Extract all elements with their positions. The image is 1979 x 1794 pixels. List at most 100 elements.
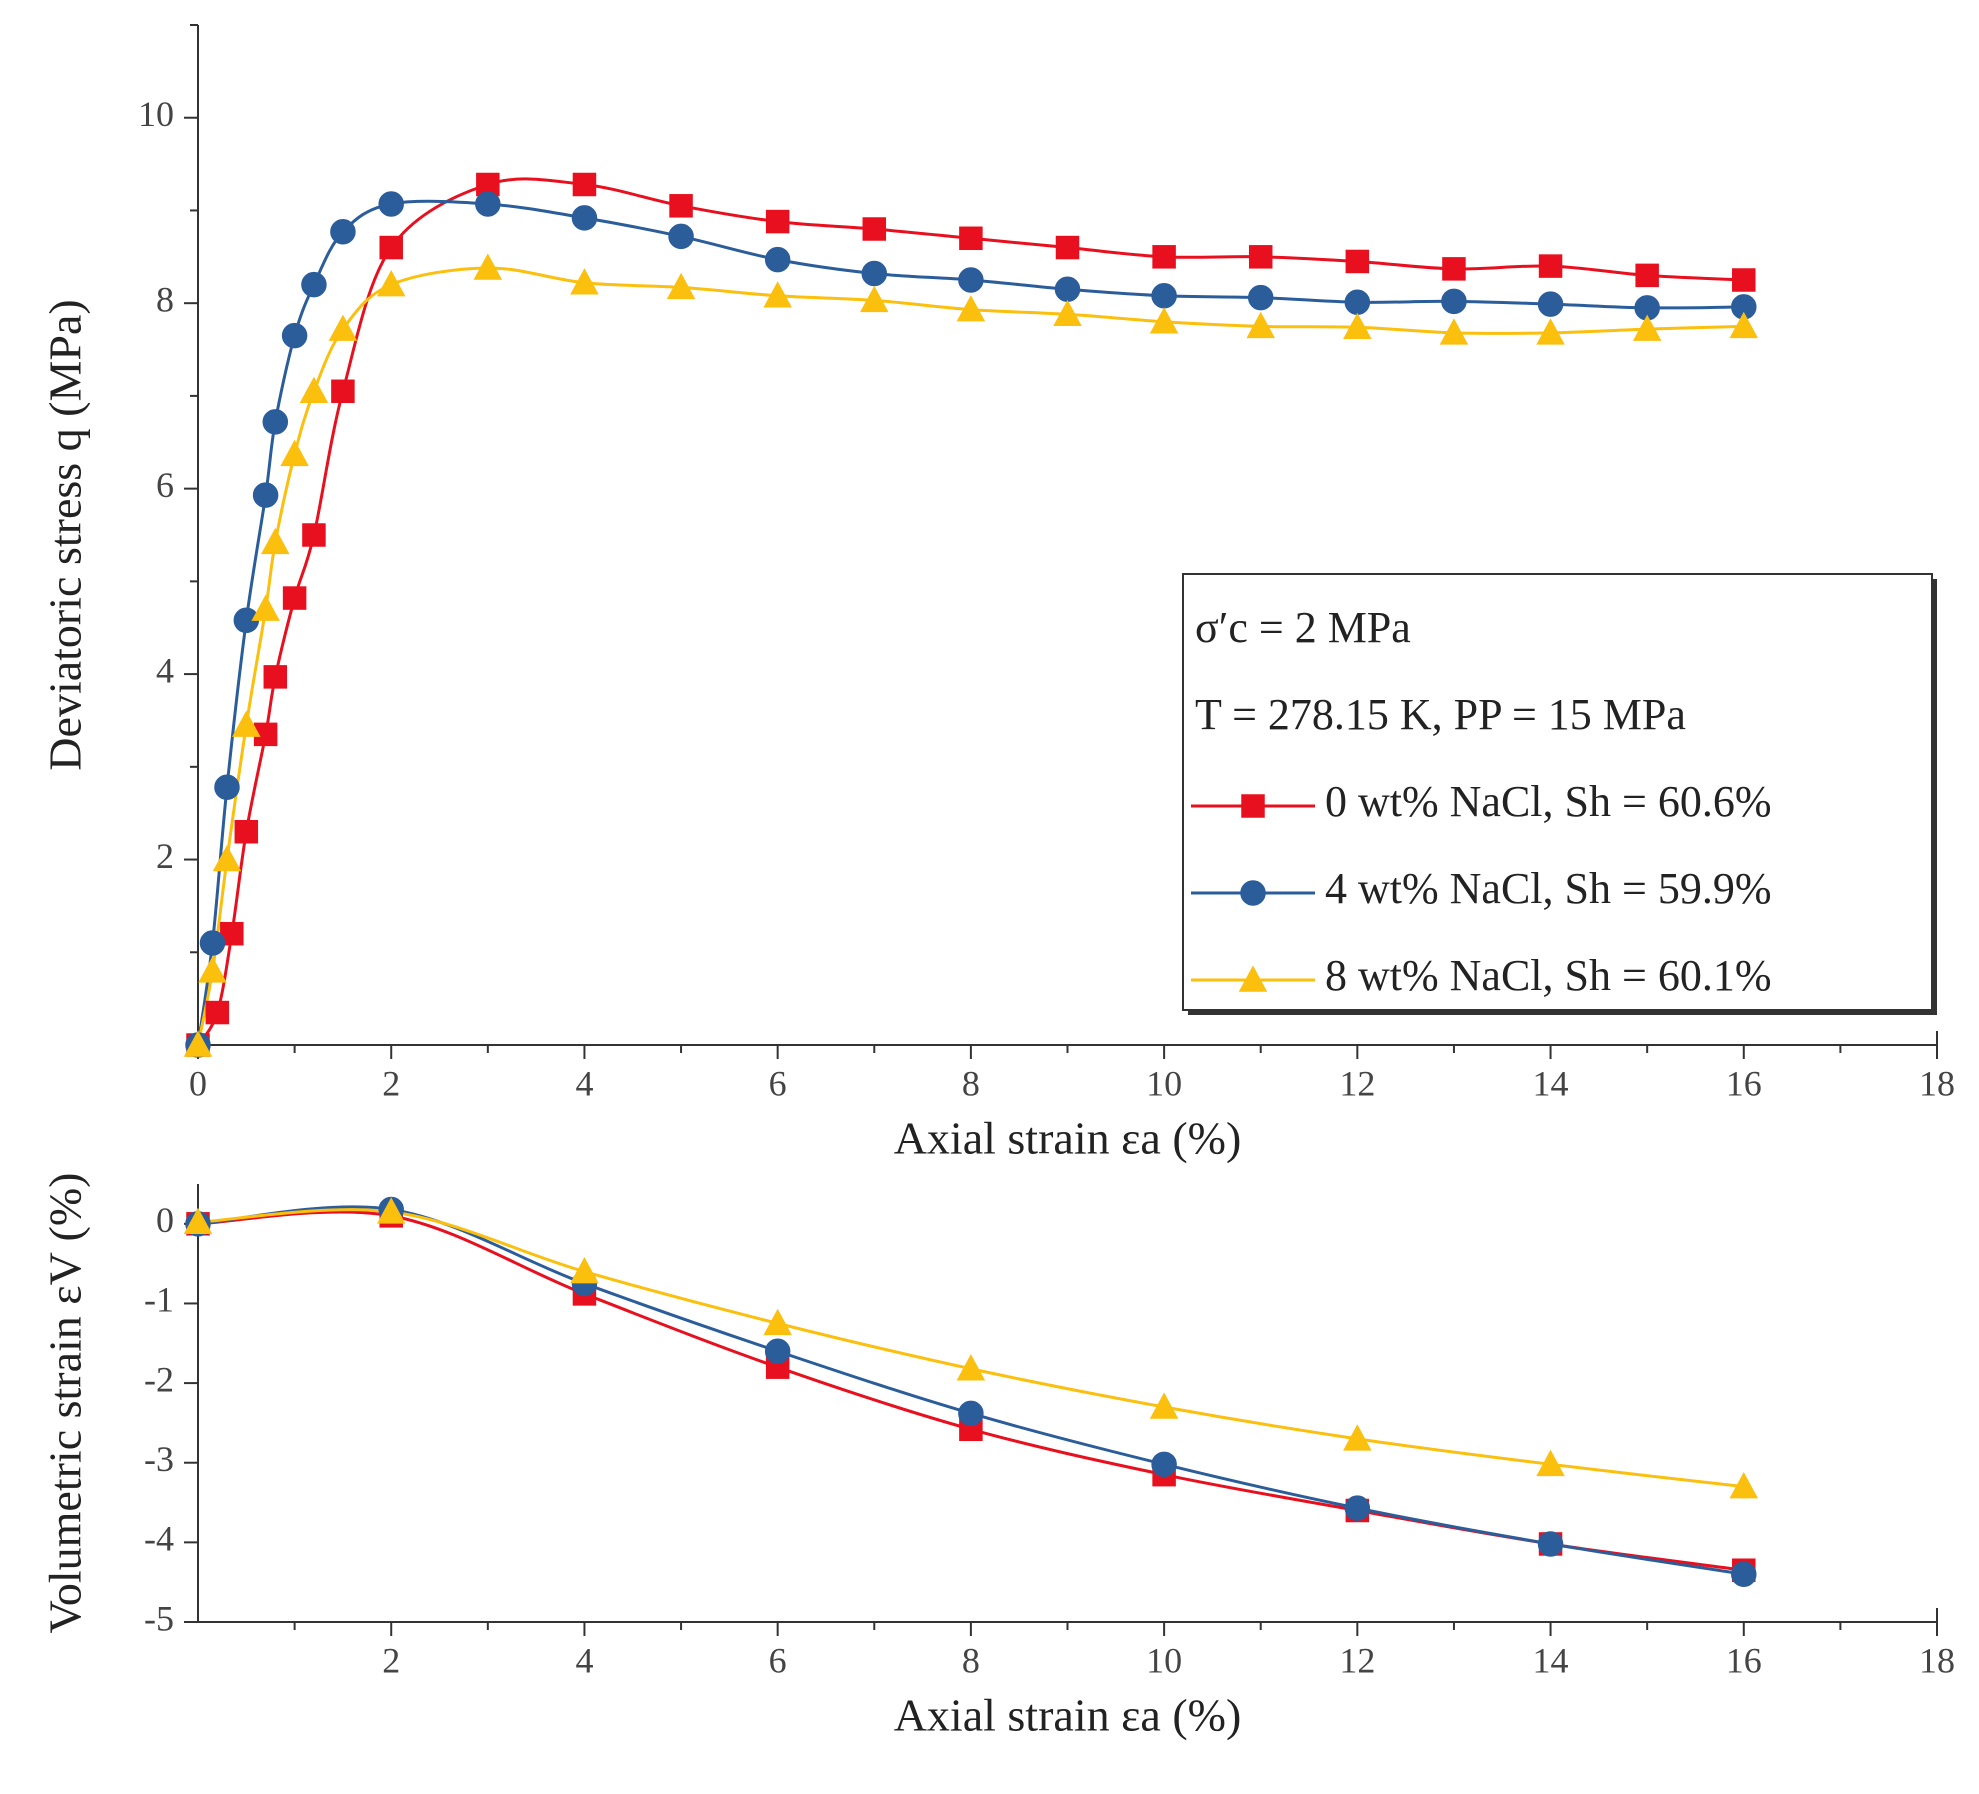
y-tick-label: 2: [156, 836, 174, 876]
marker: [331, 379, 355, 404]
marker: [301, 271, 327, 298]
x-tick-label: 2: [382, 1063, 400, 1103]
x-tick-label: 10: [1146, 1640, 1182, 1680]
marker: [378, 191, 404, 217]
marker: [232, 710, 261, 737]
marker: [302, 523, 326, 547]
x-tick-label: 4: [575, 1640, 593, 1680]
marker: [1536, 318, 1565, 345]
marker: [1152, 245, 1176, 269]
marker: [1729, 311, 1759, 339]
marker: [376, 270, 406, 297]
marker: [572, 172, 597, 197]
marker: [959, 226, 983, 251]
marker: [251, 594, 280, 621]
marker: [1151, 283, 1177, 309]
x-tick-label: 18: [1919, 1640, 1955, 1680]
marker: [1537, 1531, 1564, 1557]
marker: [764, 1338, 791, 1364]
series-line: [197, 1210, 1744, 1572]
x-tick-label: 8: [962, 1063, 980, 1103]
marker: [956, 295, 986, 322]
marker: [1635, 263, 1659, 288]
y-tick-label: -2: [144, 1359, 174, 1399]
y-tick-label: 0: [156, 1200, 174, 1240]
y-tick-label: 6: [156, 465, 174, 505]
marker: [570, 268, 599, 295]
marker: [376, 1197, 406, 1224]
marker: [764, 246, 791, 273]
marker: [1053, 299, 1082, 327]
marker: [199, 930, 226, 956]
marker: [1439, 318, 1469, 345]
legend-label: 8 wt% NaCl, Sh = 60.1%: [1325, 951, 1771, 1000]
marker: [1343, 312, 1372, 340]
x-tick-label: 6: [769, 1063, 787, 1103]
marker: [1054, 276, 1081, 303]
marker: [379, 235, 403, 260]
series-line: [197, 1205, 1745, 1576]
marker: [763, 1308, 792, 1336]
marker: [1343, 1424, 1372, 1451]
marker: [666, 272, 696, 300]
marker: [862, 217, 887, 241]
marker: [1151, 1451, 1177, 1478]
marker: [669, 194, 693, 218]
marker: [205, 1000, 230, 1025]
y-tick-label: 10: [138, 94, 174, 134]
x-tick-label: 14: [1533, 1640, 1569, 1680]
y-tick-label: -3: [144, 1439, 174, 1479]
marker: [1248, 245, 1273, 269]
x-axis-label: Axial strain εa (%): [894, 1690, 1242, 1741]
marker: [1149, 1392, 1179, 1419]
legend-annotation: T = 278.15 K, PP = 15 MPa: [1195, 690, 1686, 739]
marker: [1240, 880, 1266, 906]
marker: [571, 205, 598, 231]
marker: [1344, 289, 1371, 316]
y-tick-label: -5: [144, 1598, 174, 1638]
marker: [183, 1207, 213, 1234]
marker: [234, 819, 259, 844]
marker: [214, 774, 240, 800]
marker: [280, 439, 309, 467]
marker: [1442, 257, 1466, 281]
marker: [1238, 965, 1268, 992]
x-tick-label: 6: [769, 1640, 787, 1680]
marker: [281, 322, 308, 349]
legend-annotation: σ′c = 2 MPa: [1195, 603, 1411, 652]
series-line: [196, 266, 1744, 1046]
marker: [1345, 249, 1370, 274]
series-line: [197, 1208, 1744, 1489]
marker: [668, 223, 694, 250]
marker: [299, 376, 329, 404]
x-tick-label: 4: [575, 1063, 593, 1103]
marker: [183, 1030, 213, 1057]
marker: [262, 409, 289, 435]
marker: [1246, 311, 1275, 339]
y-tick-label: 4: [156, 650, 174, 690]
marker: [765, 209, 790, 234]
marker: [1149, 307, 1179, 334]
x-tick-label: 16: [1726, 1640, 1762, 1680]
y-axis-label: Volumetric strain εV (%): [40, 1173, 91, 1634]
marker: [1732, 268, 1756, 292]
marker: [473, 253, 503, 280]
legend-label: 4 wt% NaCl, Sh = 59.9%: [1325, 864, 1771, 913]
marker: [1537, 291, 1564, 317]
marker: [1538, 254, 1563, 278]
marker: [1729, 1472, 1759, 1499]
marker: [958, 1400, 984, 1427]
marker: [861, 260, 888, 287]
x-tick-label: 8: [962, 1640, 980, 1680]
marker: [1241, 794, 1265, 818]
marker: [958, 267, 984, 293]
marker: [198, 956, 227, 983]
marker: [252, 482, 279, 508]
x-tick-label: 14: [1533, 1063, 1569, 1103]
marker: [1632, 314, 1662, 341]
marker: [570, 1257, 599, 1284]
x-tick-label: 2: [382, 1640, 400, 1680]
marker: [860, 285, 889, 313]
marker: [261, 527, 290, 555]
marker: [282, 586, 307, 610]
